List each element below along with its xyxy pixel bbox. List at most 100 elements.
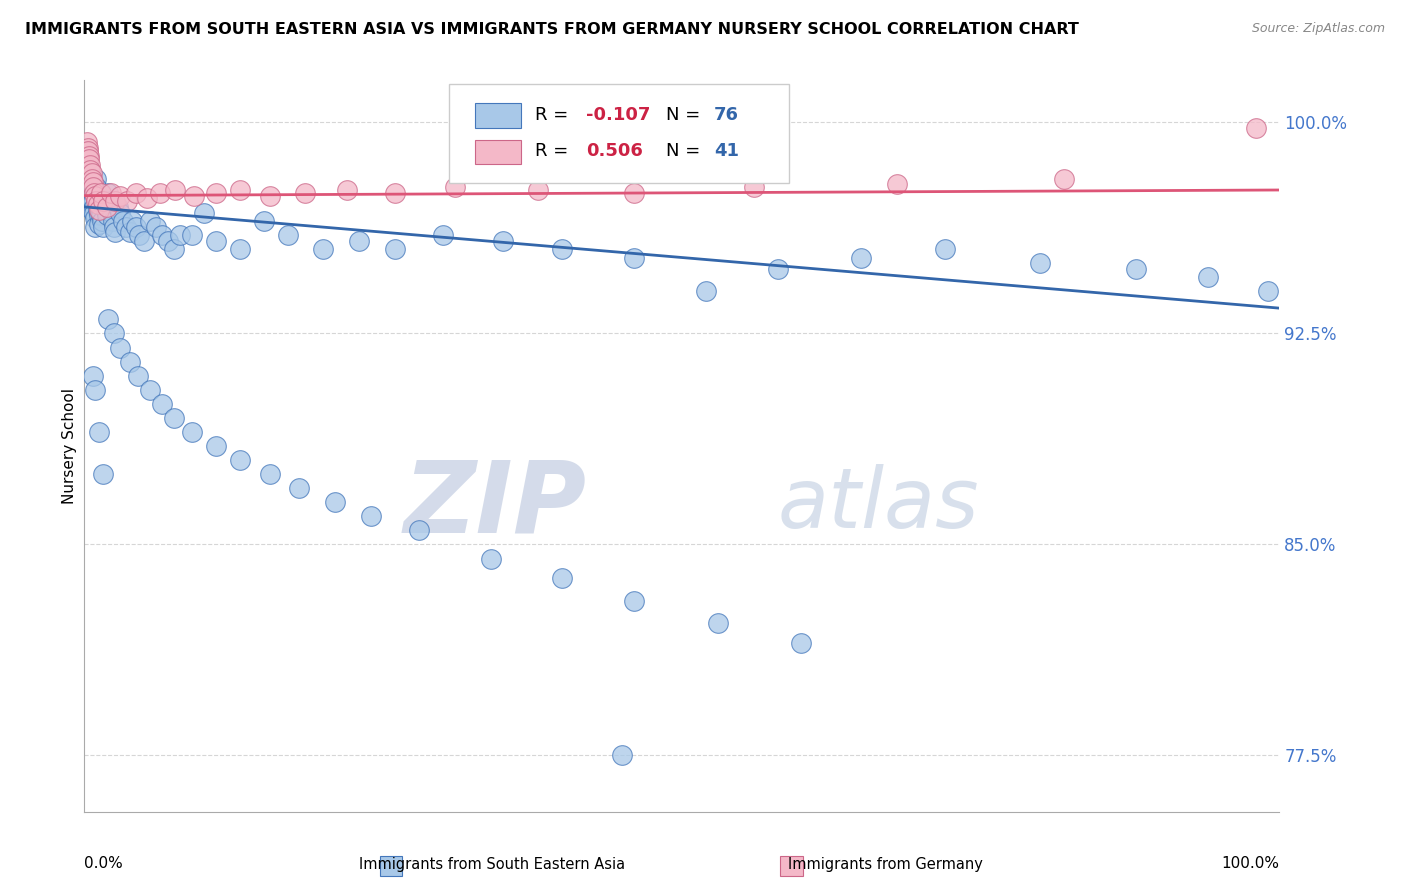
Point	[83, 200, 105, 214]
Text: Source: ZipAtlas.com: Source: ZipAtlas.com	[1251, 22, 1385, 36]
Point	[1029, 256, 1052, 270]
Point	[492, 234, 515, 248]
Point	[96, 208, 118, 222]
Point	[1053, 171, 1076, 186]
Point	[80, 202, 103, 217]
Point	[408, 524, 430, 538]
Point	[111, 214, 134, 228]
Point	[82, 178, 104, 192]
Point	[86, 197, 108, 211]
Point	[229, 453, 252, 467]
Point	[205, 186, 228, 200]
Text: R =: R =	[534, 105, 574, 124]
Point	[139, 214, 162, 228]
Point	[163, 410, 186, 425]
Point	[479, 551, 502, 566]
Point	[325, 495, 347, 509]
Point	[90, 202, 112, 217]
Point	[87, 217, 110, 231]
Point	[360, 509, 382, 524]
Text: -0.107: -0.107	[586, 105, 651, 124]
Point	[118, 225, 141, 239]
Point	[229, 242, 252, 256]
Point	[934, 242, 956, 256]
Point	[127, 368, 149, 383]
Point	[766, 261, 789, 276]
Point	[76, 144, 98, 158]
Point	[886, 178, 908, 192]
Point	[97, 312, 120, 326]
Point	[86, 188, 108, 202]
Point	[1257, 285, 1279, 299]
Point	[1244, 121, 1267, 136]
Point	[76, 135, 98, 149]
Point	[93, 197, 115, 211]
Point	[742, 180, 765, 194]
Point	[384, 242, 406, 256]
Point	[118, 354, 141, 368]
Point	[149, 186, 172, 200]
Point	[90, 186, 112, 200]
Point	[150, 227, 173, 242]
Point	[90, 208, 112, 222]
Point	[86, 202, 108, 217]
Point	[80, 197, 103, 211]
Point	[312, 242, 335, 256]
Point	[89, 194, 111, 209]
Point	[87, 202, 110, 217]
Point	[336, 183, 359, 197]
Point	[79, 178, 101, 192]
Text: 76: 76	[714, 105, 740, 124]
Point	[253, 214, 276, 228]
Point	[169, 227, 191, 242]
Text: atlas: atlas	[778, 464, 979, 545]
Text: N =: N =	[666, 105, 706, 124]
Point	[96, 200, 118, 214]
Point	[89, 186, 111, 200]
Point	[128, 227, 150, 242]
Point	[86, 180, 108, 194]
Point	[121, 214, 143, 228]
Point	[82, 180, 104, 194]
Point	[432, 227, 454, 242]
Text: 41: 41	[714, 142, 740, 161]
Point	[100, 200, 122, 214]
Point	[87, 425, 110, 439]
Point	[110, 341, 132, 355]
Point	[183, 188, 205, 202]
Point	[165, 183, 187, 197]
Point	[288, 481, 311, 495]
Point	[84, 211, 107, 226]
Point	[205, 234, 228, 248]
Point	[707, 616, 730, 631]
Point	[80, 166, 103, 180]
Point	[181, 227, 204, 242]
Text: Immigrants from Germany: Immigrants from Germany	[789, 857, 983, 872]
Point	[86, 194, 108, 209]
Point	[115, 219, 138, 234]
Point	[91, 214, 114, 228]
Point	[277, 227, 299, 242]
Point	[205, 439, 228, 453]
Point	[93, 194, 115, 209]
Point	[77, 152, 100, 166]
Point	[181, 425, 204, 439]
Point	[229, 183, 252, 197]
Point	[193, 205, 215, 219]
Point	[98, 194, 121, 209]
Point	[110, 188, 132, 202]
Point	[87, 208, 110, 222]
Point	[444, 180, 467, 194]
Text: N =: N =	[666, 142, 706, 161]
Point	[84, 219, 107, 234]
Point	[79, 191, 101, 205]
Point	[83, 186, 105, 200]
Point	[145, 219, 167, 234]
Point	[623, 593, 645, 607]
Point	[94, 202, 117, 217]
Point	[103, 326, 125, 341]
Point	[77, 149, 100, 163]
Point	[623, 186, 645, 200]
Point	[79, 186, 101, 200]
Point	[82, 175, 104, 189]
